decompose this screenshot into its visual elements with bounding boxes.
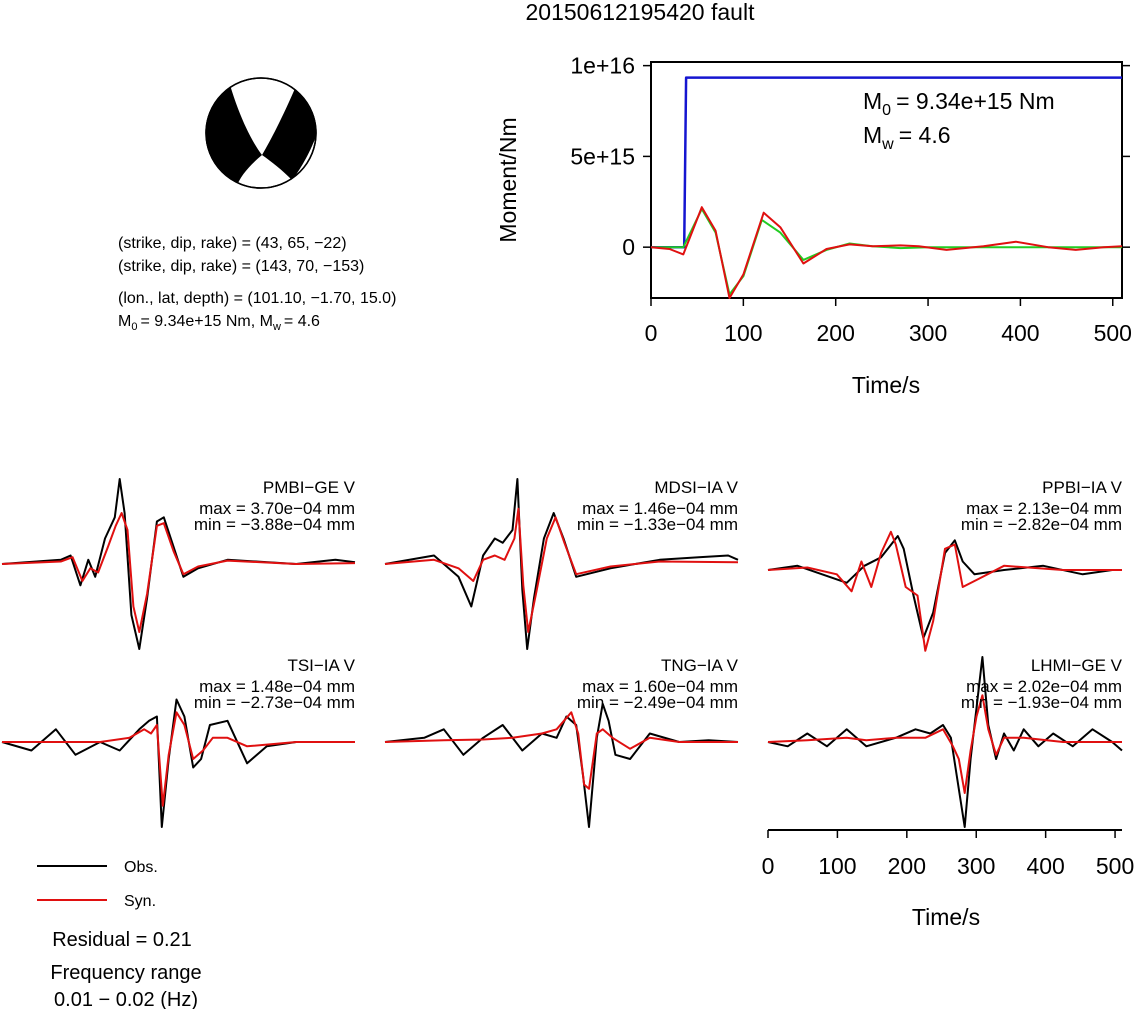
- moment-y-tick-label: 0: [622, 234, 635, 260]
- observed-waveform: [767, 656, 1123, 828]
- station-name: MDSI−IA V: [654, 478, 738, 497]
- station-name: TNG−IA V: [661, 656, 739, 675]
- station-min: min = −2.49e−04 mm: [577, 693, 738, 712]
- station-name: PMBI−GE V: [263, 478, 356, 497]
- nodal-plane-2-text: (strike, dip, rake) = (143, 70, −153): [118, 258, 364, 275]
- station-min: min = −2.73e−04 mm: [194, 693, 355, 712]
- moment-x-tick-label: 200: [817, 320, 855, 346]
- station-min: min = −1.93e−04 mm: [961, 693, 1122, 712]
- station-min: min = −2.82e−04 mm: [961, 515, 1122, 534]
- station-name: TSI−IA V: [287, 656, 355, 675]
- frequency-range-label: Frequency range: [50, 962, 201, 984]
- synthetic-waveform: [1, 512, 356, 633]
- moment-x-tick-label: 300: [909, 320, 947, 346]
- synthetic-waveform: [384, 507, 739, 633]
- beachball-compression-left: [206, 85, 262, 188]
- station-min: min = −1.33e−04 mm: [577, 515, 738, 534]
- station-min: min = −3.88e−04 mm: [194, 515, 355, 534]
- moment-x-tick-label: 0: [645, 320, 658, 346]
- synthetic-waveform: [384, 711, 738, 790]
- station-max: max = 1.60e−04 mm: [582, 677, 738, 696]
- waveform-x-tick-label: 100: [818, 853, 856, 879]
- moment-x-tick-label: 400: [1001, 320, 1039, 346]
- moment-plot-frame: [650, 61, 1123, 299]
- station-max: max = 3.70e−04 mm: [199, 499, 355, 518]
- legend-obs-label: Obs.: [124, 859, 158, 876]
- moment-x-tick-label: 500: [1094, 320, 1132, 346]
- moment-chart: 0 100 200 300 400 500 0 5e+15 1e+16 Time/s Momen…: [495, 53, 1132, 398]
- station-max: max = 2.13e−04 mm: [966, 499, 1122, 518]
- moment-y-tick-label: 1e+16: [570, 53, 635, 79]
- waveform-time-axis: Time/s 0 100 200 300 400 500: [762, 829, 1134, 930]
- moment-mw-annotation: Mw = 4.6: [863, 122, 951, 153]
- waveform-x-tick-label: 400: [1026, 853, 1064, 879]
- station-name: PPBI−IA V: [1042, 478, 1123, 497]
- moment-rate-green-line: [651, 208, 1122, 296]
- moment-ylabel: Moment/Nm: [495, 117, 521, 242]
- beachball-compression-right: [262, 86, 316, 180]
- moment-rate-red-line: [650, 206, 1123, 299]
- frequency-range-value: 0.01 − 0.02 (Hz): [54, 989, 198, 1009]
- waveform-x-tick-label: 200: [888, 853, 926, 879]
- magnitude-text: M0 = 9.34e+15 Nm, Mw = 4.6: [118, 313, 320, 333]
- moment-m0-annotation: M0 = 9.34e+15 Nm: [863, 88, 1055, 119]
- waveform-x-tick-label: 300: [957, 853, 995, 879]
- waveform-x-tick-label: 0: [762, 853, 775, 879]
- moment-xlabel: Time/s: [852, 372, 920, 398]
- station-max: max = 2.02e−04 mm: [966, 677, 1122, 696]
- figure-title: 20150612195420 fault: [526, 0, 756, 25]
- synthetic-waveform: [767, 530, 1122, 652]
- moment-y-tick-label: 5e+15: [570, 143, 635, 169]
- waveform-x-tick-label: 500: [1096, 853, 1134, 879]
- legend-syn-label: Syn.: [124, 893, 156, 910]
- station-name: LHMI−GE V: [1031, 656, 1123, 675]
- synthetic-waveform: [2, 711, 355, 807]
- observed-waveform: [767, 535, 1122, 639]
- station-max: max = 1.48e−04 mm: [199, 677, 355, 696]
- focal-mechanism-beachball: [205, 77, 317, 189]
- observed-waveform: [1, 698, 355, 828]
- legend: Obs. Syn.: [37, 859, 158, 910]
- waveform-xlabel: Time/s: [912, 904, 980, 930]
- synthetic-waveform: [767, 694, 1122, 794]
- residual-text: Residual = 0.21: [52, 929, 192, 951]
- moment-x-tick-label: 100: [724, 320, 762, 346]
- station-max: max = 1.46e−04 mm: [582, 499, 738, 518]
- location-text: (lon., lat, depth) = (101.10, −1.70, 15.…: [118, 290, 396, 307]
- nodal-plane-1-text: (strike, dip, rake) = (43, 65, −22): [118, 235, 347, 252]
